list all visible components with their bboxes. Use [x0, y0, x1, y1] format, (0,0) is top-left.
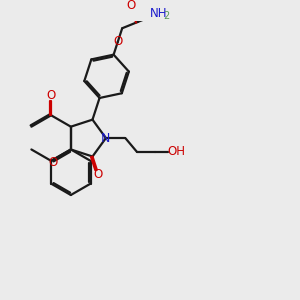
Text: O: O	[113, 35, 122, 49]
Text: N: N	[101, 132, 111, 145]
Text: O: O	[46, 89, 56, 102]
Text: O: O	[126, 0, 136, 12]
Text: NH: NH	[150, 7, 168, 20]
Text: OH: OH	[168, 146, 186, 158]
Text: 2: 2	[164, 11, 169, 21]
Text: O: O	[94, 168, 103, 181]
Text: O: O	[48, 156, 57, 169]
